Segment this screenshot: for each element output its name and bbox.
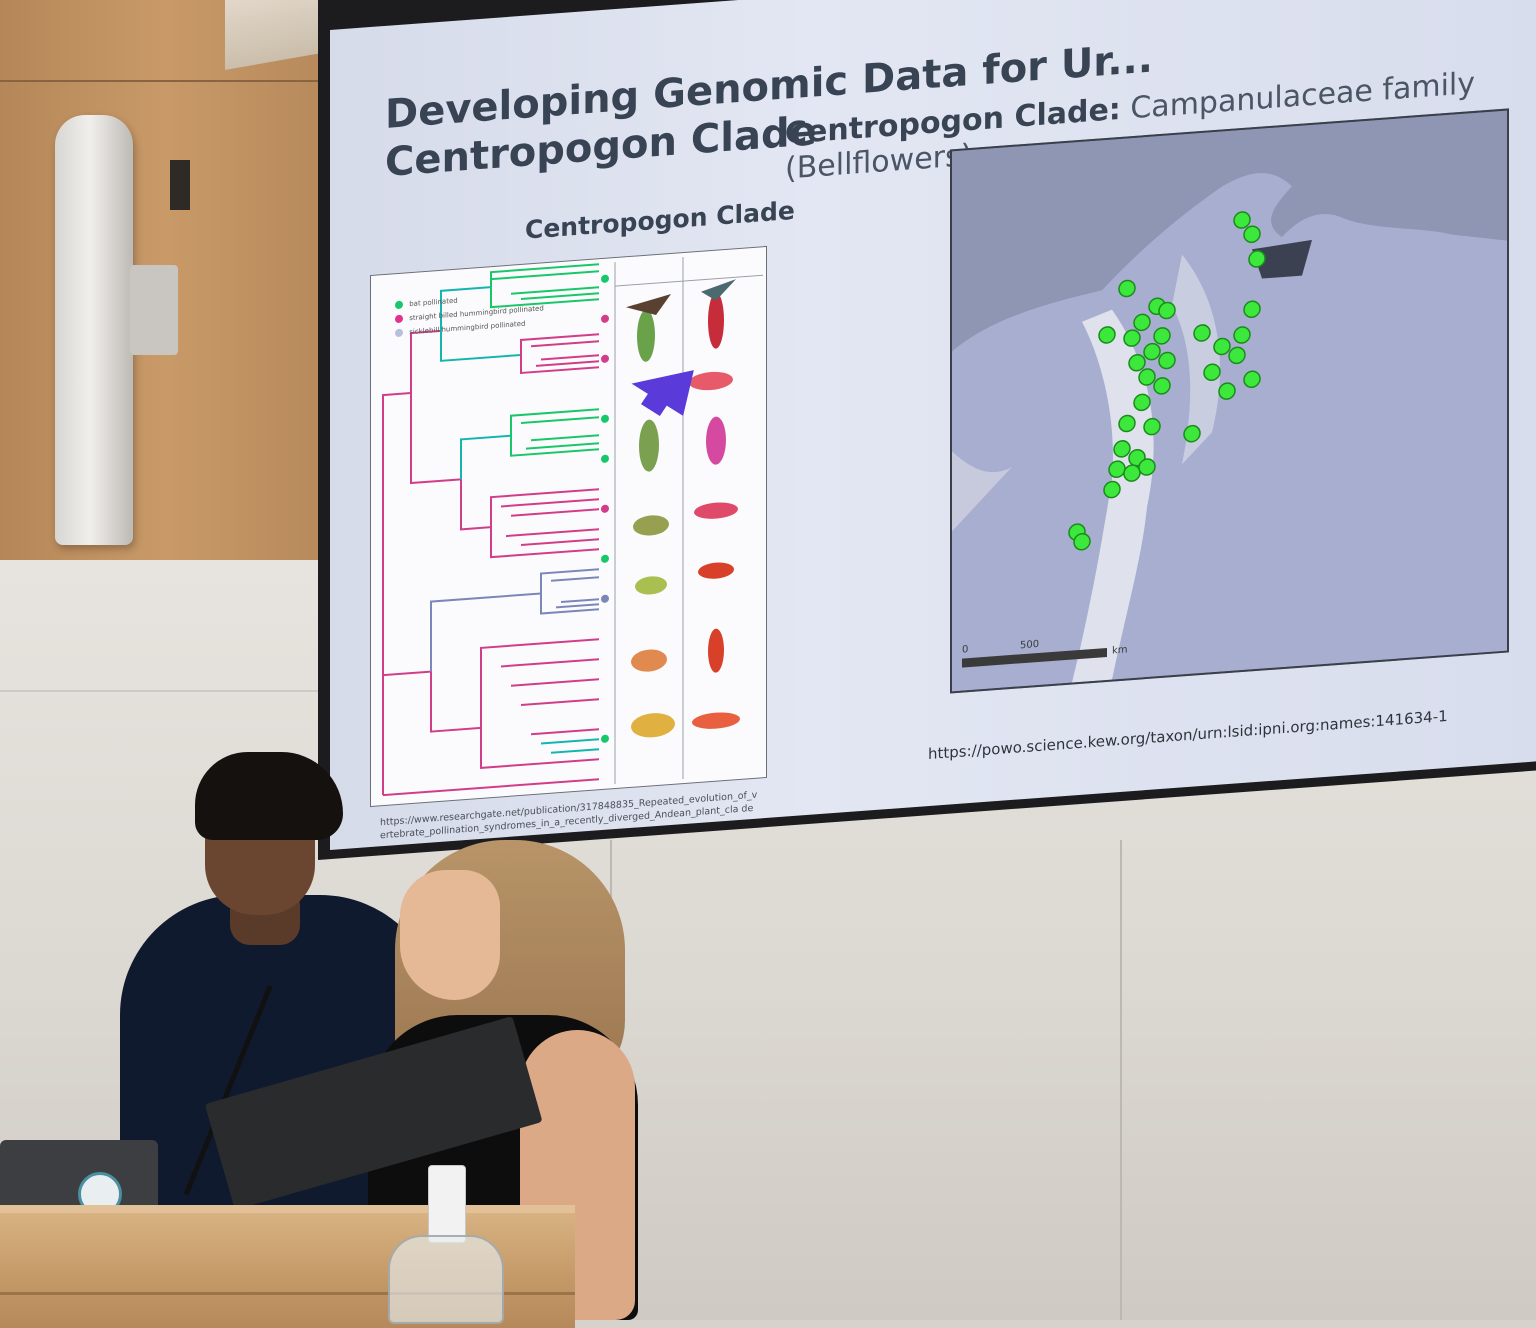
distribution-map: 0 500 km (950, 108, 1509, 694)
presenter-woman-face (400, 870, 500, 1000)
podium-seam (0, 1292, 575, 1295)
coastline (952, 451, 1012, 532)
tree-heading: Centropogon Clade (525, 195, 795, 245)
tree-branches (382, 263, 599, 797)
land-area (952, 173, 1507, 692)
laptop (0, 1140, 158, 1215)
tree-svg (382, 257, 763, 797)
sanitizer-pump (428, 1165, 466, 1243)
presenter-man-hair (195, 752, 343, 840)
phylogenetic-tree-figure: bat pollinated straight billed hummingbi… (370, 245, 767, 808)
legend-dot-icon (395, 314, 403, 324)
wall-control-box (170, 160, 190, 210)
lake-icon (1252, 239, 1312, 279)
legend-label: bat pollinated (409, 296, 458, 309)
map-scale-unit: km (1112, 644, 1128, 657)
tree-tip-markers (601, 274, 609, 743)
arrow-icon (631, 370, 694, 416)
speaker-bracket (130, 265, 178, 355)
map-svg (952, 110, 1507, 692)
occurrence-points (1068, 211, 1266, 551)
wall-panel-line (0, 690, 330, 692)
map-scale-zero: 0 (962, 644, 969, 656)
citation-right: https://powo.science.kew.org/taxon/urn:l… (928, 706, 1448, 764)
flower-illustrations (626, 279, 740, 738)
map-scale-value: 500 (1020, 638, 1040, 652)
legend-dot-icon (395, 328, 403, 338)
illustration-grid (614, 257, 763, 785)
projection-screen: Developing Genomic Data for Ur... Centro… (330, 0, 1536, 851)
wall-seam (1120, 840, 1122, 1320)
legend-dot-icon (395, 300, 403, 310)
wall-speaker (55, 115, 133, 545)
sanitizer-bottle (388, 1235, 504, 1324)
eastern-cordillera (1172, 254, 1221, 465)
